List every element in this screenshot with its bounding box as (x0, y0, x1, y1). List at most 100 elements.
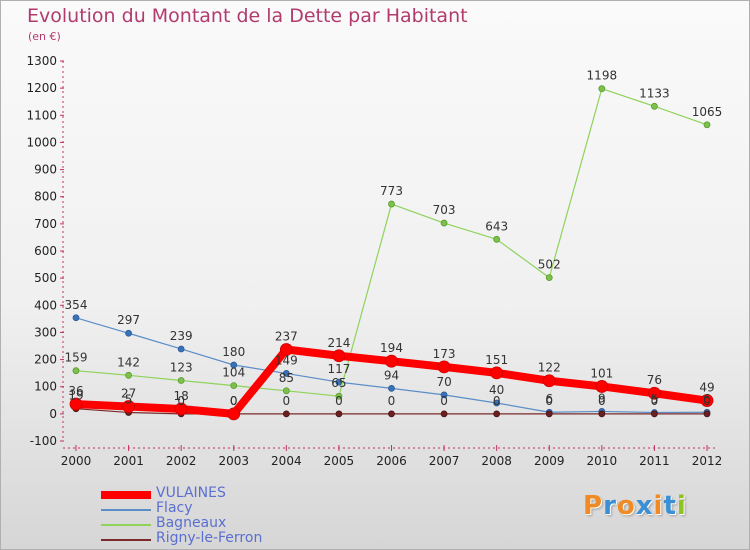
data-label-bagneaux: 1198 (587, 69, 618, 83)
x-tick-label: 2012 (692, 454, 723, 468)
data-point-bagneaux (493, 235, 501, 243)
data-label-rigny-le-ferron: 19 (68, 389, 83, 403)
data-point-vulaines (490, 366, 504, 380)
data-label-flacy: 180 (222, 345, 245, 359)
data-label-bagneaux: 159 (65, 351, 88, 365)
x-tick-label: 2010 (587, 454, 618, 468)
data-point-rigny-le-ferron (493, 410, 501, 418)
data-label-vulaines: 76 (647, 373, 662, 387)
data-point-flacy (440, 391, 448, 399)
y-tick-label: -100 (30, 434, 57, 448)
data-label-bagneaux: 502 (538, 258, 561, 272)
data-label-flacy: 297 (117, 313, 140, 327)
data-label-bagneaux: 65 (331, 376, 346, 390)
data-label-bagneaux: 703 (433, 203, 456, 217)
legend-swatch-bagneaux (101, 524, 151, 526)
x-tick-label: 2002 (166, 454, 197, 468)
data-label-vulaines: 36 (68, 384, 83, 398)
data-label-rigny-le-ferron: 0 (493, 394, 501, 408)
data-point-flacy (72, 314, 80, 322)
data-point-vulaines (385, 354, 398, 368)
y-tick-label: 500 (34, 271, 57, 285)
legend-label-flacy: Flacy (156, 500, 193, 516)
data-label-rigny-le-ferron: 0 (335, 394, 343, 408)
data-point-bagneaux (388, 200, 395, 208)
legend-swatch-flacy (101, 509, 151, 511)
data-label-bagneaux: 1065 (692, 105, 723, 119)
x-tick-label: 2009 (534, 454, 565, 468)
y-tick-label: 800 (34, 190, 57, 204)
data-label-vulaines: 214 (327, 336, 350, 350)
y-tick-label: 600 (34, 244, 57, 258)
data-point-bagneaux (545, 274, 553, 282)
data-point-bagneaux (651, 102, 658, 110)
legend-swatch-rigny-le-ferron (101, 539, 151, 541)
x-tick-label: 2001 (113, 454, 144, 468)
y-tick-label: 100 (34, 380, 57, 394)
data-label-vulaines: 101 (590, 366, 613, 380)
data-label-flacy: 5 (651, 393, 659, 407)
x-tick-label: 2004 (271, 454, 302, 468)
data-label-flacy: 149 (275, 353, 298, 367)
legend-label-rigny-le-ferron: Rigny-le-Ferron (156, 530, 263, 546)
logo-letter: o (616, 491, 636, 521)
data-point-flacy (230, 361, 238, 369)
data-point-flacy (388, 384, 395, 392)
data-label-rigny-le-ferron: 5 (125, 393, 133, 407)
legend-label-bagneaux: Bagneaux (156, 515, 227, 531)
data-label-flacy: 6 (703, 392, 711, 406)
data-label-bagneaux: 643 (485, 219, 508, 233)
data-label-rigny-le-ferron: 0 (283, 394, 291, 408)
data-label-vulaines: 122 (538, 361, 561, 375)
y-tick-label: 900 (34, 163, 57, 177)
data-point-bagneaux (282, 387, 290, 395)
data-label-vulaines: 173 (433, 347, 456, 361)
y-tick-label: 0 (49, 407, 57, 421)
data-point-flacy (282, 370, 290, 377)
chart-unit-label: (en €) (28, 30, 61, 43)
logo-letter: P (583, 491, 604, 521)
data-point-rigny-le-ferron (651, 410, 658, 418)
x-tick-label: 2003 (218, 454, 249, 468)
data-point-vulaines (332, 349, 346, 363)
data-label-vulaines: 18 (174, 389, 189, 403)
data-label-rigny-le-ferron: 0 (230, 394, 238, 408)
data-label-rigny-le-ferron: 0 (598, 394, 606, 408)
y-tick-label: 200 (34, 353, 57, 367)
data-label-flacy: 40 (489, 383, 504, 397)
y-tick-label: 1200 (26, 81, 57, 95)
data-point-vulaines (227, 407, 241, 421)
x-tick-label: 2008 (481, 454, 512, 468)
logo-letter: i (653, 491, 664, 521)
data-label-vulaines: 237 (275, 330, 298, 344)
data-label-rigny-le-ferron: 0 (545, 394, 553, 408)
data-point-vulaines (648, 386, 661, 400)
data-point-vulaines (700, 394, 714, 407)
data-label-bagneaux: 773 (380, 184, 403, 198)
data-point-rigny-le-ferron (598, 410, 606, 418)
data-point-rigny-le-ferron (440, 410, 448, 418)
legend-swatch-vulaines (101, 491, 151, 499)
data-point-flacy (493, 399, 501, 407)
y-tick-label: 1100 (26, 108, 57, 122)
data-point-rigny-le-ferron (388, 410, 395, 418)
legend-label-vulaines: VULAINES (156, 485, 226, 501)
data-label-bagneaux: 1133 (639, 86, 670, 100)
data-label-vulaines: 151 (485, 353, 508, 367)
data-label-flacy: 70 (436, 375, 451, 389)
data-point-flacy (335, 378, 343, 386)
y-tick-label: 1300 (26, 54, 57, 68)
data-label-flacy: 354 (65, 298, 88, 312)
data-label-flacy: 9 (598, 391, 606, 405)
data-label-rigny-le-ferron: 0 (177, 394, 185, 408)
data-label-flacy: 239 (170, 329, 193, 343)
y-tick-label: 400 (34, 298, 57, 312)
data-label-rigny-le-ferron: 0 (651, 394, 659, 408)
x-tick-label: 2006 (376, 454, 407, 468)
data-label-bagneaux: 85 (279, 371, 294, 385)
data-label-bagneaux: 104 (222, 366, 245, 380)
y-tick-label: 700 (34, 217, 57, 231)
data-point-rigny-le-ferron (335, 410, 343, 418)
